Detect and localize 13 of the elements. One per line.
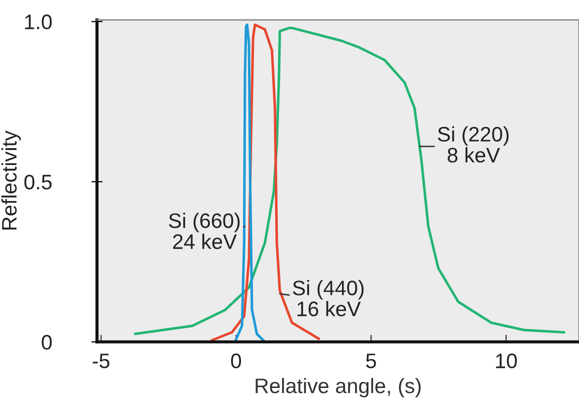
annotation: Si (220) 8 keV — [438, 126, 509, 163]
y-tick-label: 0 — [42, 334, 52, 350]
x-tick-label: 10 — [496, 354, 517, 368]
x-tick-label: 5 — [366, 354, 376, 368]
y-tick-label: 1.0 — [25, 14, 52, 30]
annotation: Si (660) 24 keV — [168, 212, 240, 250]
y-tick-label: 0.5 — [24, 174, 52, 190]
x-tick-label: 0 — [231, 354, 242, 368]
annotation: Si (440) 16 keV — [292, 280, 364, 316]
x-axis-title: Relative angle, (s) — [256, 378, 421, 398]
line-series — [134, 26, 566, 336]
x-tick-label: -5 — [92, 354, 110, 368]
y-axis-title: Reflectivity — [1, 130, 21, 230]
